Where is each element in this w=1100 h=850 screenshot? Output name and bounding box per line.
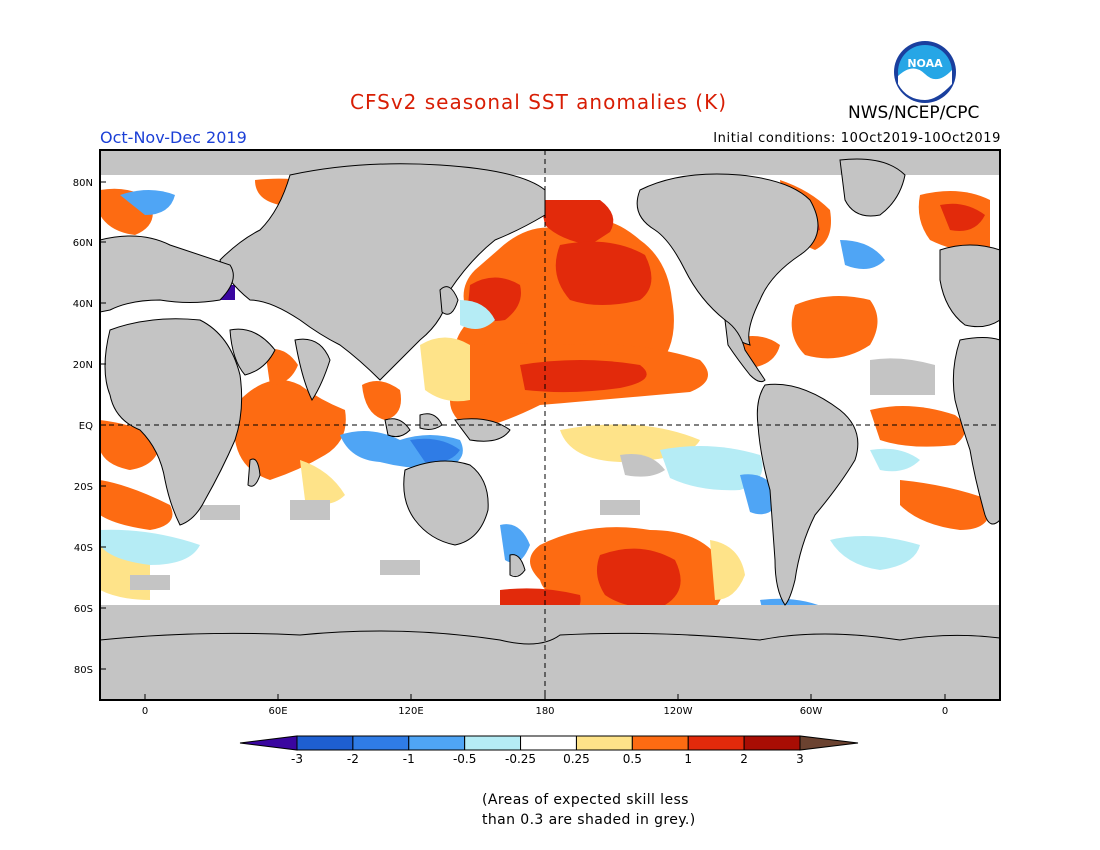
map-frame	[99, 149, 1001, 701]
colorbar-label: 0.25	[563, 752, 590, 766]
svg-text:NOAA: NOAA	[907, 57, 943, 70]
colorbar-swatch	[352, 735, 410, 751]
colorbar-swatch	[296, 735, 354, 751]
colorbar-label: 3	[796, 752, 804, 766]
lat-label: 60S	[74, 604, 93, 615]
lon-label: 60E	[268, 706, 287, 717]
lat-label: 20S	[74, 482, 93, 493]
ocean-background	[100, 150, 1000, 700]
lat-label: 80S	[74, 665, 93, 676]
latitude-labels: 80N 60N 40N 20N EQ 20S 40S 60S 80S	[73, 178, 106, 676]
lat-label: 40N	[73, 299, 93, 310]
land-masses	[100, 158, 1000, 700]
colorbar-swatch	[520, 735, 577, 751]
initial-conditions: Initial conditions: 10Oct2019-10Oct2019	[713, 131, 1001, 146]
lon-label: 0	[942, 706, 948, 717]
colorbar-swatch	[631, 735, 689, 751]
season-label: Oct-Nov-Dec 2019	[100, 128, 247, 147]
lat-label: 20N	[73, 360, 93, 371]
colorbar-label: 0.5	[623, 752, 642, 766]
colorbar-label: 2	[740, 752, 748, 766]
positive-anomalies	[100, 178, 991, 622]
lat-label: 60N	[73, 238, 93, 249]
colorbar-swatch	[464, 735, 522, 751]
colorbar-label: -2	[347, 752, 359, 766]
footnote-line1: (Areas of expected skill less	[482, 792, 689, 808]
colorbar-max-arrow	[799, 735, 859, 751]
footnote-line2: than 0.3 are shaded in grey.)	[482, 812, 696, 828]
lat-label: EQ	[79, 421, 93, 432]
lon-label: 60W	[800, 706, 823, 717]
colorbar-label: -3	[291, 752, 303, 766]
colorbar-label: 1	[684, 752, 692, 766]
longitude-labels: 0 60E 120E 180 120W 60W 0	[142, 694, 948, 717]
negative-anomalies	[100, 190, 920, 630]
low-skill-shading	[100, 150, 1000, 700]
lon-label: 180	[535, 706, 554, 717]
colorbar-swatch	[687, 735, 745, 751]
colorbar-label: -0.5	[453, 752, 476, 766]
agency-label: NWS/NCEP/CPC	[848, 103, 980, 123]
noaa-logo-icon: NOAA	[894, 41, 956, 103]
colorbar-min-arrow	[239, 735, 298, 751]
colorbar-swatch	[743, 735, 801, 751]
colorbar: -3 -2 -1 -0.5 -0.25 0.25 0.5 1 2 3	[239, 735, 859, 766]
colorbar-label: -0.25	[505, 752, 536, 766]
colorbar-swatch	[408, 735, 466, 751]
lon-label: 0	[142, 706, 148, 717]
map-title: CFSv2 seasonal SST anomalies (K)	[350, 90, 727, 114]
lat-label: 80N	[73, 178, 93, 189]
colorbar-swatch	[575, 735, 633, 751]
lat-label: 40S	[74, 543, 93, 554]
lon-label: 120W	[664, 706, 693, 717]
skill-footnote: (Areas of expected skill less than 0.3 a…	[482, 790, 696, 830]
colorbar-label: -1	[403, 752, 415, 766]
lon-label: 120E	[398, 706, 423, 717]
